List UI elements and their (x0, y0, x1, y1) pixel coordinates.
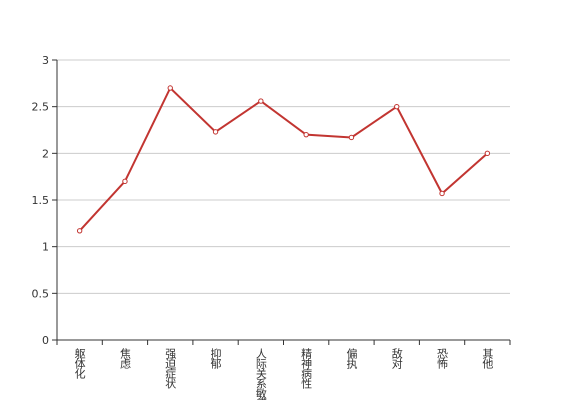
x-tick-label: 其他 (481, 348, 494, 369)
y-tick-label: 2.5 (32, 101, 50, 114)
point (439, 190, 445, 197)
point (303, 131, 309, 138)
y-tick-label: 0 (42, 334, 49, 347)
x-tick-label: 偏执 (345, 347, 358, 370)
x-tick-label: 精神病性 (300, 348, 313, 390)
point (122, 178, 128, 185)
x-tick-label: 躯体化 (73, 348, 86, 380)
y-tick-label: 3 (42, 54, 49, 67)
point (484, 150, 491, 157)
x-tick-label: 人际关系敏感 (254, 348, 267, 400)
point (258, 98, 264, 104)
line (78, 86, 489, 232)
point (348, 134, 355, 141)
point (394, 103, 400, 110)
point (212, 129, 219, 135)
x-tick-label: 强迫症状 (164, 348, 177, 389)
x-tick-label: 恐怖 (436, 348, 449, 369)
x-tick-label: 抑郁 (209, 347, 222, 369)
x-tick-label: 敌对 (390, 347, 403, 369)
y-tick-label: 0.5 (32, 287, 50, 300)
x-tick-label: 焦虑 (118, 348, 131, 369)
y-tick-label: 1.5 (32, 194, 50, 207)
point (167, 85, 173, 91)
y-tick-label: 1 (42, 241, 49, 254)
y-tick-label: 2 (42, 147, 49, 160)
point (76, 228, 83, 234)
